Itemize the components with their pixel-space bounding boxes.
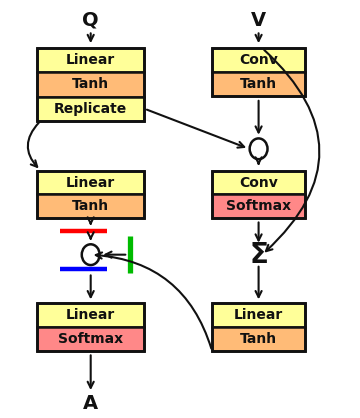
Bar (212, 48, 305, 72)
Text: Softmax: Softmax (58, 332, 123, 346)
Bar (212, 171, 305, 194)
Text: Tanh: Tanh (240, 332, 277, 346)
Text: Replicate: Replicate (54, 102, 127, 116)
Text: A: A (83, 394, 98, 413)
Text: Σ: Σ (249, 241, 268, 269)
Bar (37, 303, 144, 351)
Text: Linear: Linear (66, 176, 115, 189)
Text: Tanh: Tanh (240, 77, 277, 91)
Bar (37, 72, 144, 97)
Text: Linear: Linear (66, 308, 115, 322)
Bar (37, 48, 144, 72)
Text: Tanh: Tanh (72, 77, 109, 92)
Text: Q: Q (82, 10, 99, 30)
Bar (37, 171, 144, 218)
Bar (37, 97, 144, 121)
Text: V: V (251, 10, 266, 30)
Bar (212, 303, 305, 351)
Bar (212, 48, 305, 96)
Text: Conv: Conv (239, 53, 278, 67)
Circle shape (82, 244, 100, 265)
Text: Linear: Linear (66, 53, 115, 67)
Bar (212, 303, 305, 327)
Bar (37, 171, 144, 194)
Circle shape (249, 138, 267, 159)
Text: Conv: Conv (239, 176, 278, 189)
Bar (212, 171, 305, 218)
Bar (37, 194, 144, 218)
Text: Linear: Linear (234, 308, 283, 322)
Bar (37, 327, 144, 351)
Bar (212, 327, 305, 351)
Bar (37, 48, 144, 121)
Bar (212, 72, 305, 96)
Bar (37, 303, 144, 327)
Bar (212, 194, 305, 218)
Text: Tanh: Tanh (72, 199, 109, 214)
Text: Softmax: Softmax (226, 199, 291, 214)
